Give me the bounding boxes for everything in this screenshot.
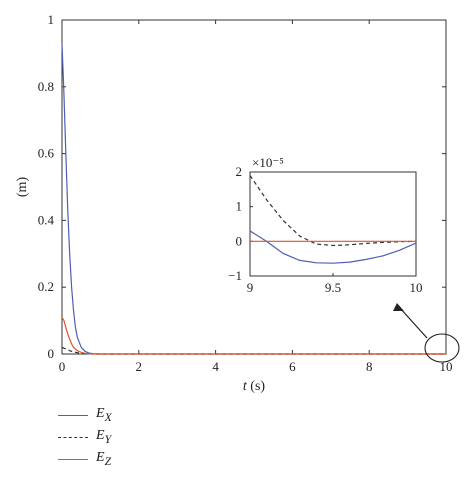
legend-item-ey: EY [58, 426, 258, 448]
inset-y-tick-label: 2 [236, 164, 243, 179]
inset-scale-label: ×10⁻⁵ [252, 155, 284, 170]
legend-label-ez: EZ [96, 450, 112, 468]
x-axis-label: t (s) [243, 379, 266, 394]
series-line-ez [61, 316, 446, 355]
legend-label-ex: EX [96, 406, 112, 424]
y-tick-label: 0 [48, 346, 55, 361]
inset-frame [249, 171, 417, 277]
zoom-arrow-line [399, 307, 428, 339]
legend-swatch-ey [58, 437, 88, 438]
x-tick-label: 8 [366, 359, 373, 374]
inset-plot: 9 9.5 10 −1 0 1 2 ×10⁻⁵ [228, 155, 422, 295]
y-axis-label: (m) [15, 177, 30, 198]
zoom-circle [424, 333, 460, 363]
zoom-arrow-head [393, 303, 404, 311]
x-tick-label: 0 [59, 359, 66, 374]
legend-swatch-ex [58, 415, 88, 416]
y-tick-label: 0.2 [38, 279, 54, 294]
y-tick-label: 0.8 [38, 79, 54, 94]
legend-swatch-ez [58, 459, 88, 460]
x-tick-label: 2 [136, 359, 143, 374]
series-line-ey [61, 346, 446, 355]
y-tick-label: 0.4 [38, 212, 55, 227]
inset-y-tick-label: −1 [228, 268, 242, 283]
x-tick-label: 6 [289, 359, 296, 374]
y-tick-label: 1 [48, 12, 55, 27]
chart-figure: 0 2 4 6 8 10 0 0.2 0.4 0.6 0.8 1 t (s) (m) 9 9.5 10 −1 0 1… [15, 12, 460, 394]
x-tick-label: 4 [212, 359, 219, 374]
legend-item-ex: EX [58, 404, 258, 426]
y-tick-label: 0.6 [38, 146, 55, 161]
legend-label-ey: EY [96, 428, 112, 446]
inset-y-tick-label: 0 [236, 233, 243, 248]
inset-x-tick-label: 9 [247, 280, 254, 295]
inset-x-tick-label: 9.5 [325, 280, 341, 295]
zoom-annotation [393, 303, 460, 363]
legend: EX EY EZ [58, 404, 258, 470]
x-tick-label: 10 [440, 359, 453, 374]
legend-item-ez: EZ [58, 448, 258, 470]
inset-series-line-ey [249, 175, 417, 247]
inset-y-tick-label: 1 [236, 199, 243, 214]
inset-x-tick-label: 10 [410, 280, 423, 295]
inset-series-line-ex [249, 230, 417, 264]
